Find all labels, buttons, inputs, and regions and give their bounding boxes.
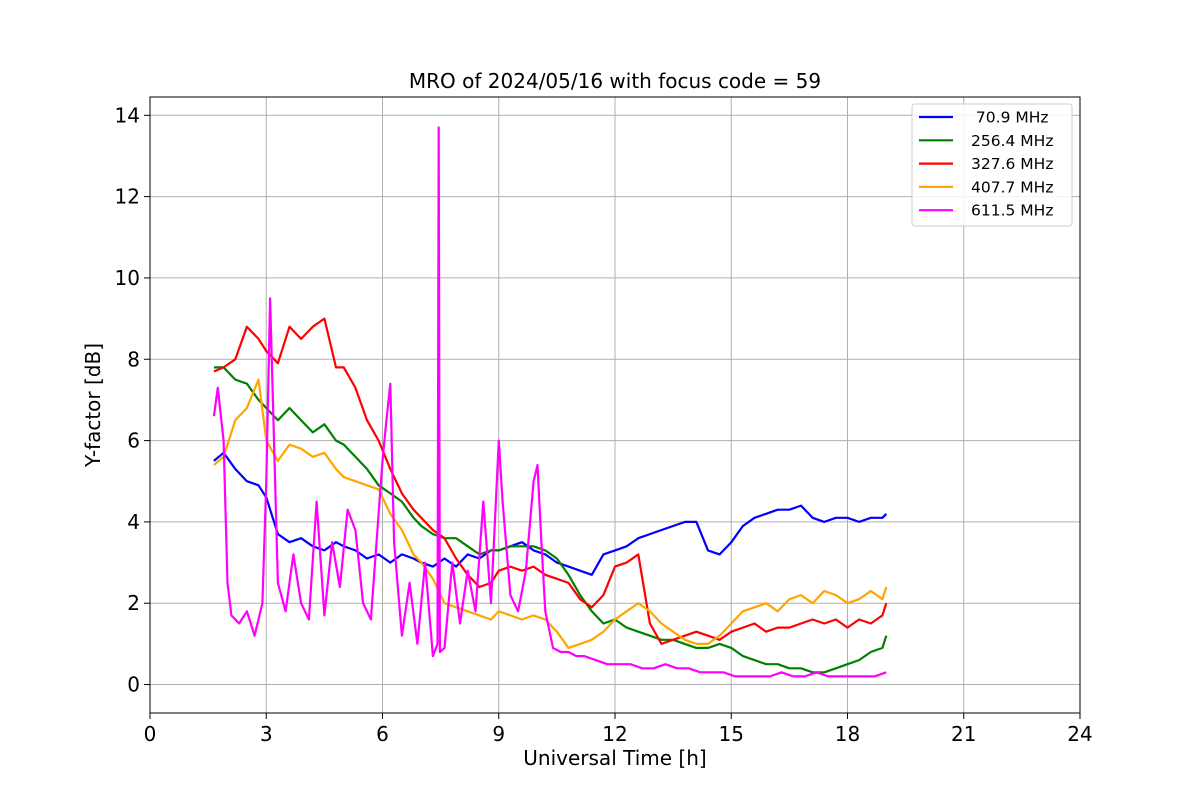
y-tick-label: 14 bbox=[115, 103, 140, 127]
x-tick-label: 12 bbox=[602, 722, 627, 746]
legend-box bbox=[911, 103, 1073, 227]
x-tick-label: 21 bbox=[951, 722, 976, 746]
legend-label-5: 611.5 MHz bbox=[971, 202, 1053, 220]
x-tick-label: 24 bbox=[1067, 722, 1092, 746]
series-line-1 bbox=[213, 451, 888, 576]
y-tick-label: 6 bbox=[127, 429, 140, 453]
series-line-4 bbox=[213, 378, 888, 650]
plot-series bbox=[212, 126, 888, 678]
y-tick-label: 8 bbox=[127, 347, 140, 371]
legend-label-3: 327.6 MHz bbox=[971, 155, 1053, 173]
x-tick-label: 18 bbox=[835, 722, 860, 746]
y-tick-label: 0 bbox=[127, 673, 140, 697]
y-tick-label: 12 bbox=[115, 185, 140, 209]
legend-label-2: 256.4 MHz bbox=[971, 132, 1053, 150]
x-axis: 0 3 6 9 12 15 18 21 24 bbox=[144, 713, 1093, 746]
series-line-5 bbox=[212, 126, 887, 678]
y-tick-label: 4 bbox=[127, 510, 140, 534]
x-tick-label: 15 bbox=[719, 722, 744, 746]
y-tick-label: 2 bbox=[127, 591, 140, 615]
series-line-2 bbox=[213, 366, 888, 674]
x-tick-label: 0 bbox=[144, 722, 157, 746]
chart-title: MRO of 2024/05/16 with focus code = 59 bbox=[409, 69, 821, 93]
grid bbox=[149, 97, 1081, 713]
y-axis: 0 2 4 6 8 10 12 14 bbox=[115, 103, 150, 697]
x-axis-label: Universal Time [h] bbox=[523, 746, 706, 770]
x-tick-label: 6 bbox=[376, 722, 389, 746]
legend-label-4: 407.7 MHz bbox=[971, 178, 1053, 196]
series-line-3 bbox=[213, 317, 888, 646]
x-tick-label: 3 bbox=[260, 722, 273, 746]
y-tick-label: 10 bbox=[115, 266, 140, 290]
legend: 70.9 MHz 256.4 MHz 327.6 MHz 407.7 MHz 611.5… bbox=[911, 103, 1073, 227]
legend-label-1: 70.9 MHz bbox=[971, 109, 1049, 127]
y-axis-label: Y-factor [dB] bbox=[81, 343, 105, 468]
x-tick-label: 9 bbox=[492, 722, 505, 746]
